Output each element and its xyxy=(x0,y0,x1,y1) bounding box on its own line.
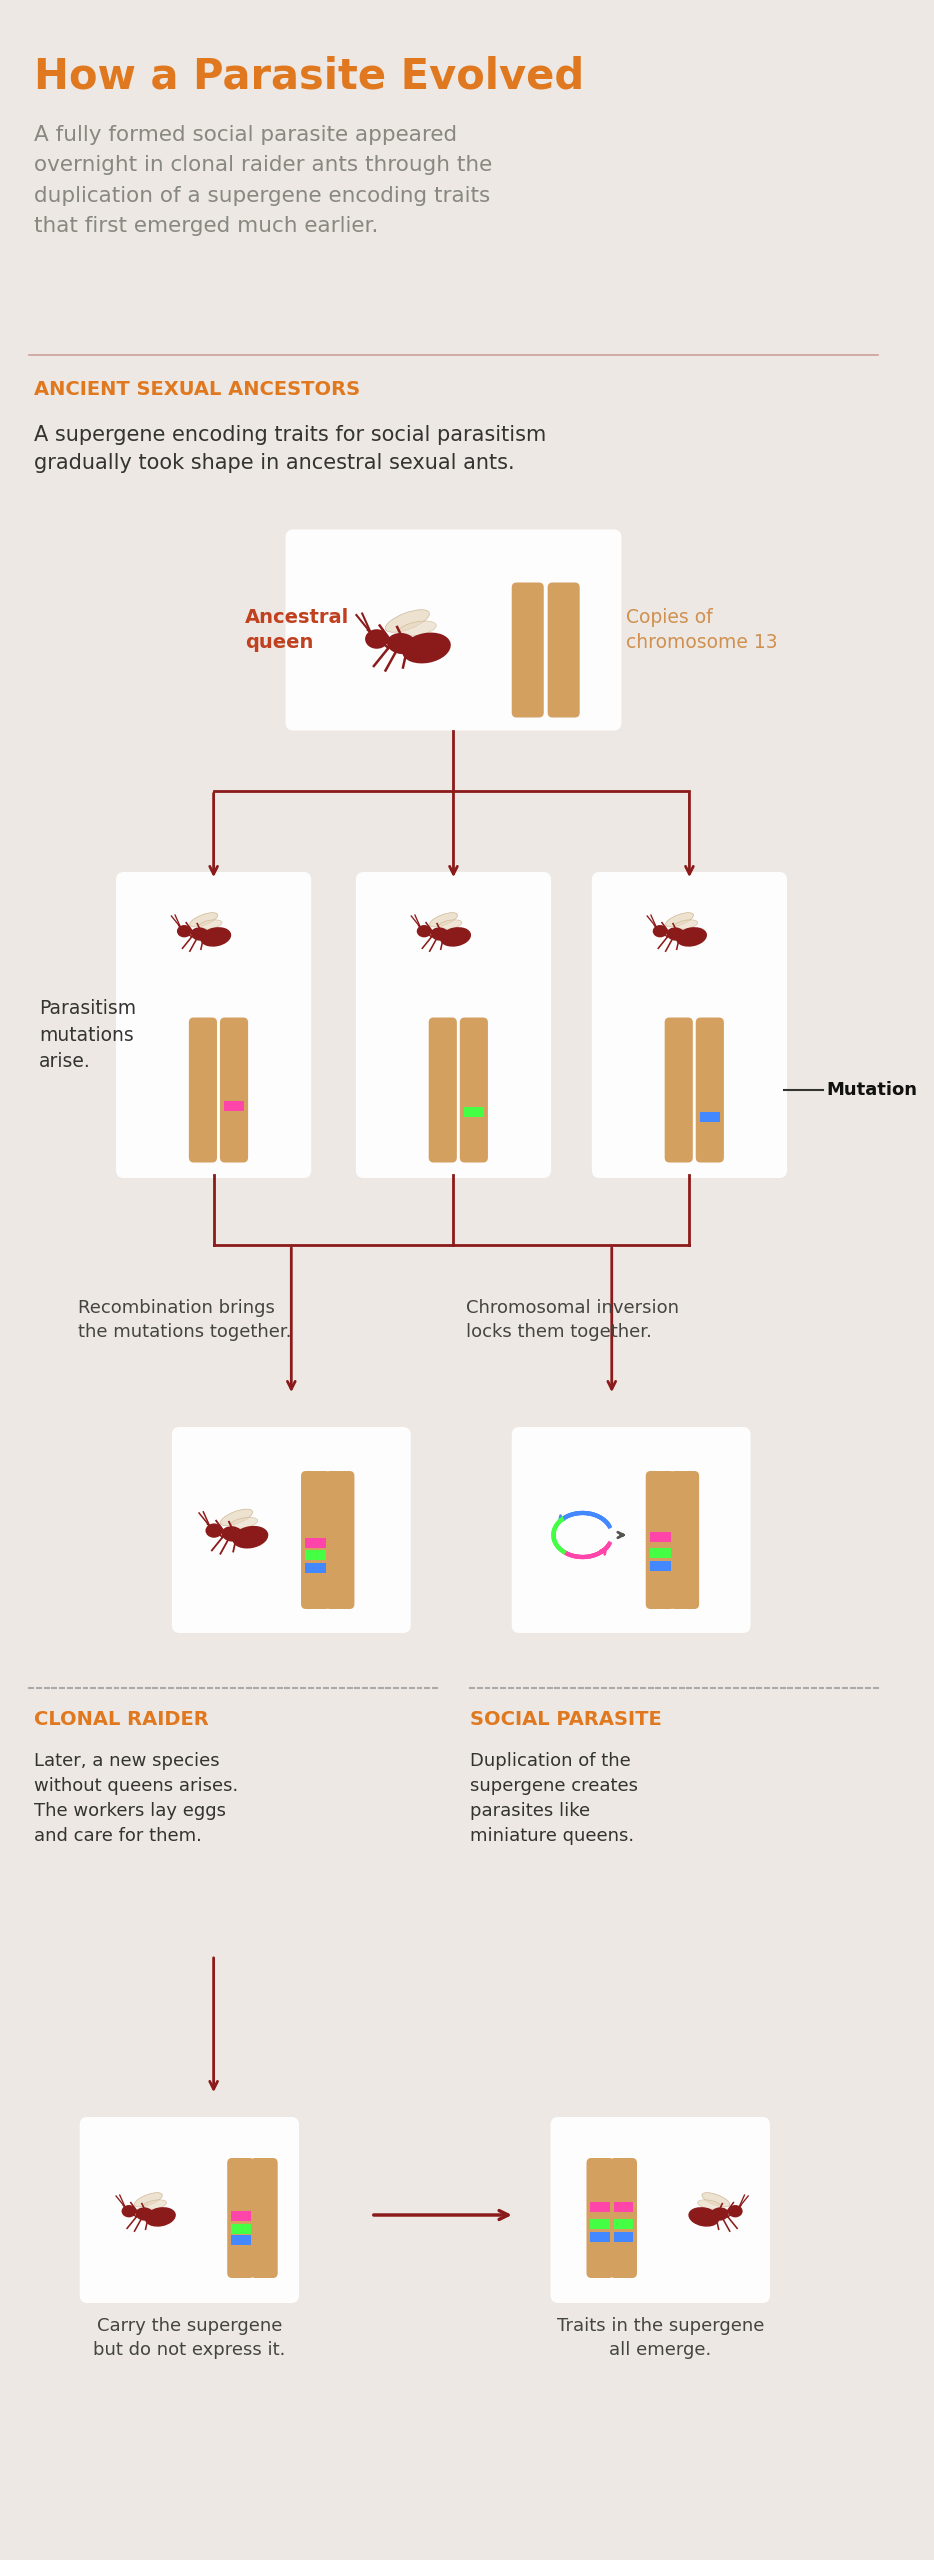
FancyBboxPatch shape xyxy=(301,1472,330,1610)
Ellipse shape xyxy=(205,1523,222,1539)
Text: Copies of
chromosome 13: Copies of chromosome 13 xyxy=(627,609,778,653)
Ellipse shape xyxy=(387,632,416,653)
FancyBboxPatch shape xyxy=(645,1472,675,1610)
FancyBboxPatch shape xyxy=(325,1472,354,1610)
Ellipse shape xyxy=(728,2204,743,2217)
Ellipse shape xyxy=(417,924,432,937)
Ellipse shape xyxy=(386,609,430,632)
Ellipse shape xyxy=(688,2207,719,2227)
Text: A fully formed social parasite appeared
overnight in clonal raider ants through : A fully formed social parasite appeared … xyxy=(34,125,492,236)
FancyBboxPatch shape xyxy=(286,530,621,730)
Bar xyxy=(231,2212,250,2222)
Bar xyxy=(231,2225,250,2235)
FancyBboxPatch shape xyxy=(219,1016,248,1162)
Text: Later, a new species
without queens arises.
The workers lay eggs
and care for th: Later, a new species without queens aris… xyxy=(34,1751,238,1846)
FancyBboxPatch shape xyxy=(610,2158,637,2278)
Ellipse shape xyxy=(220,1510,252,1526)
Ellipse shape xyxy=(230,1518,258,1528)
FancyBboxPatch shape xyxy=(512,1426,751,1633)
Ellipse shape xyxy=(134,2194,163,2207)
Ellipse shape xyxy=(399,622,436,635)
FancyBboxPatch shape xyxy=(592,873,787,1178)
Bar xyxy=(590,2232,610,2243)
Bar xyxy=(614,2202,633,2212)
FancyBboxPatch shape xyxy=(547,584,580,717)
FancyBboxPatch shape xyxy=(512,584,544,717)
Bar xyxy=(650,1549,671,1559)
Ellipse shape xyxy=(143,2199,166,2209)
Text: Traits in the supergene
all emerge.: Traits in the supergene all emerge. xyxy=(557,2317,764,2358)
Ellipse shape xyxy=(430,914,458,927)
Ellipse shape xyxy=(702,2194,729,2207)
FancyBboxPatch shape xyxy=(670,1472,700,1610)
Ellipse shape xyxy=(190,914,218,927)
Text: Duplication of the
supergene creates
parasites like
miniature queens.: Duplication of the supergene creates par… xyxy=(470,1751,638,1846)
Ellipse shape xyxy=(198,919,222,929)
FancyBboxPatch shape xyxy=(250,2158,277,2278)
Ellipse shape xyxy=(191,927,209,940)
FancyBboxPatch shape xyxy=(550,2117,770,2304)
Ellipse shape xyxy=(121,2204,136,2217)
Text: How a Parasite Evolved: How a Parasite Evolved xyxy=(34,54,585,97)
Ellipse shape xyxy=(674,919,698,929)
Text: ANCIENT SEXUAL ANCESTORS: ANCIENT SEXUAL ANCESTORS xyxy=(34,379,361,399)
Bar xyxy=(224,1101,244,1111)
Bar xyxy=(650,1533,671,1544)
Ellipse shape xyxy=(440,927,471,947)
Ellipse shape xyxy=(676,927,707,947)
Ellipse shape xyxy=(698,2199,721,2209)
Ellipse shape xyxy=(653,924,668,937)
Bar xyxy=(590,2220,610,2230)
Ellipse shape xyxy=(402,632,451,663)
Text: Ancestral
queen: Ancestral queen xyxy=(245,609,349,653)
Ellipse shape xyxy=(145,2207,176,2227)
FancyBboxPatch shape xyxy=(356,873,551,1178)
Bar xyxy=(700,1111,720,1121)
FancyBboxPatch shape xyxy=(116,873,311,1178)
Bar xyxy=(304,1564,326,1574)
Text: Recombination brings
the mutations together.: Recombination brings the mutations toget… xyxy=(78,1298,291,1341)
Bar xyxy=(231,2235,250,2245)
Bar xyxy=(304,1539,326,1549)
Text: CLONAL RAIDER: CLONAL RAIDER xyxy=(34,1710,208,1728)
FancyBboxPatch shape xyxy=(429,1016,457,1162)
Ellipse shape xyxy=(666,914,693,927)
FancyBboxPatch shape xyxy=(460,1016,488,1162)
FancyBboxPatch shape xyxy=(227,2158,254,2278)
FancyBboxPatch shape xyxy=(665,1016,693,1162)
Bar xyxy=(304,1551,326,1562)
Bar xyxy=(650,1562,671,1572)
Text: A supergene encoding traits for social parasitism
gradually took shape in ancest: A supergene encoding traits for social p… xyxy=(34,425,546,474)
Ellipse shape xyxy=(711,2207,729,2220)
Ellipse shape xyxy=(667,927,685,940)
FancyBboxPatch shape xyxy=(587,2158,614,2278)
Ellipse shape xyxy=(365,630,389,648)
FancyBboxPatch shape xyxy=(79,2117,299,2304)
Bar xyxy=(614,2220,633,2230)
Ellipse shape xyxy=(431,927,449,940)
Ellipse shape xyxy=(135,2207,154,2220)
Text: Parasitism
mutations
arise.: Parasitism mutations arise. xyxy=(39,998,136,1070)
Ellipse shape xyxy=(177,924,191,937)
Text: Chromosomal inversion
locks them together.: Chromosomal inversion locks them togethe… xyxy=(466,1298,679,1341)
Text: Carry the supergene
but do not express it.: Carry the supergene but do not express i… xyxy=(93,2317,286,2358)
Bar xyxy=(463,1106,484,1116)
FancyBboxPatch shape xyxy=(189,1016,217,1162)
Ellipse shape xyxy=(221,1526,243,1541)
FancyBboxPatch shape xyxy=(696,1016,724,1162)
Ellipse shape xyxy=(438,919,461,929)
Ellipse shape xyxy=(233,1526,268,1549)
Ellipse shape xyxy=(200,927,232,947)
Text: Mutation: Mutation xyxy=(827,1080,918,1098)
FancyBboxPatch shape xyxy=(172,1426,411,1633)
Bar xyxy=(590,2202,610,2212)
Text: SOCIAL PARASITE: SOCIAL PARASITE xyxy=(470,1710,661,1728)
Bar xyxy=(614,2232,633,2243)
